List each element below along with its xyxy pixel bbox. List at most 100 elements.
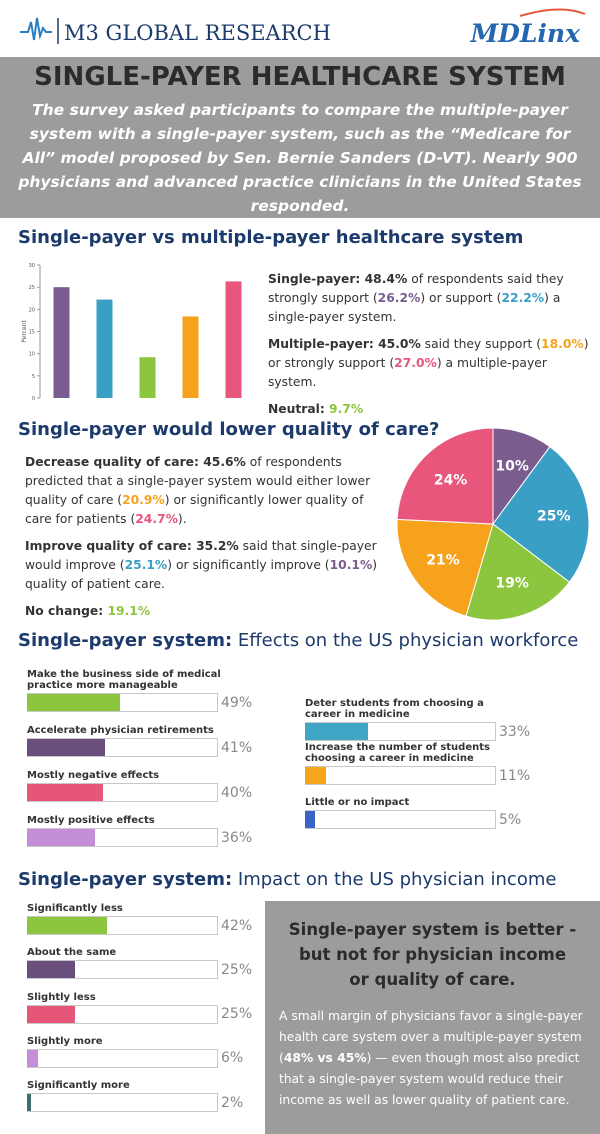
bar-item: Deter students from choosing a career in… (305, 697, 530, 741)
value-label: 33% (499, 723, 531, 740)
bar (27, 694, 121, 711)
text: 26.2% (377, 291, 421, 305)
bar-row: 5% (305, 810, 521, 829)
text: 24.7% (135, 512, 178, 526)
text: ) or strongly support ( (268, 337, 589, 370)
value-label: 49% (221, 694, 253, 711)
text: ) or significantly lower quality of care… (25, 493, 364, 526)
bar-chart: 0 5 10 15 20 25 30 Percent (21, 263, 242, 402)
slice-label: 19% (495, 575, 529, 591)
bar-item: Increase the number of students choosing… (305, 741, 530, 785)
bar-label: Mostly negative effects (27, 770, 160, 781)
bar-label: Slightly more (27, 1035, 103, 1047)
text: said they support ( (420, 337, 542, 351)
pie-slice (465, 523, 571, 621)
text: 22.2% (501, 291, 545, 305)
bar-item: Little or no impact 5% (305, 785, 521, 829)
value-label: 41% (221, 739, 253, 756)
y-tick-label: 15 (29, 330, 35, 336)
bar-item: Make the business side of medical practi… (27, 667, 252, 712)
value-label: 36% (221, 829, 253, 846)
bar (27, 1005, 75, 1023)
text: ) a single-payer system. (268, 291, 561, 324)
bar (27, 784, 103, 801)
bar-label: Make the business side of medical practi… (27, 669, 221, 691)
y-tick-label: 30 (29, 263, 35, 269)
value-label: 11% (499, 767, 531, 784)
slice-label: 21% (426, 553, 460, 569)
bar-item: Mostly negative effects 40% (27, 757, 252, 802)
partner-logo: MDLinx (469, 19, 581, 48)
y-tick-label: 0 (32, 396, 35, 402)
bar-item: Significantly less 42% (27, 891, 252, 935)
pie-slice (492, 445, 590, 583)
value-label: 25% (221, 1006, 253, 1023)
value-label: 5% (499, 811, 522, 828)
bar-label: About the same (27, 947, 117, 959)
value-label: 2% (221, 1094, 244, 1111)
bar-track (305, 810, 496, 829)
bar-label: Mostly positive effects (27, 815, 155, 826)
bar (27, 739, 105, 756)
value-label: 25% (221, 961, 253, 978)
bar-row: 42% (27, 916, 252, 935)
bar-label: Deter students from choosing a career in… (305, 698, 484, 720)
text: Single-payer system: (18, 869, 233, 890)
callout: Single-payer system is better - but not … (265, 901, 600, 1134)
bar (225, 281, 242, 398)
text: 9.7% (324, 402, 364, 416)
text: A small margin of physicians favor a sin… (279, 1009, 583, 1065)
callout-heading: Single-payer system is better - but not … (288, 920, 577, 989)
text: Decrease quality of care: 45.6% (25, 455, 246, 469)
bar-track (27, 1004, 218, 1024)
text: 25.1% (124, 558, 168, 572)
y-tick-label: 5 (32, 374, 35, 380)
text: Effects on the US physician workforce (232, 630, 579, 651)
bar-track (305, 766, 496, 785)
bar (182, 316, 199, 398)
text: of respondents predicted that a single-p… (25, 455, 371, 507)
bar-label: Increase the number of students choosing… (305, 742, 490, 764)
value-label: 42% (221, 917, 253, 934)
y-tick-label: 10 (29, 352, 35, 358)
bar-row: 33% (305, 722, 530, 741)
bar (27, 1094, 31, 1112)
bar-track (27, 960, 218, 980)
slice-label: 25% (537, 508, 571, 524)
bar-row: 49% (27, 693, 252, 712)
pie-slice (396, 518, 494, 617)
text: Neutral: (268, 402, 325, 416)
pie-chart: 10% 25% 19% 21% 24% (396, 427, 590, 621)
section-heading: Single-payer would lower quality of care… (18, 419, 440, 440)
section-heading: Single-payer system: Effects on the US p… (18, 630, 578, 651)
text: 27.0% (394, 356, 437, 370)
logo-swoosh (519, 8, 586, 17)
intro-band (0, 57, 600, 218)
y-tick-label: 20 (29, 307, 35, 313)
bar (27, 829, 96, 846)
value-label: 40% (221, 784, 253, 801)
bar-row: 11% (305, 766, 530, 785)
text: Impact on the US physician income (232, 869, 557, 890)
text: said that single-payer would improve ( (25, 539, 377, 572)
text: ) — even though most also predict that a… (279, 1051, 580, 1107)
bar-track (27, 828, 218, 847)
slice-label: 24% (434, 473, 468, 489)
text-block: Single-payer: 48.4% of respondents said … (268, 270, 593, 427)
bar (27, 961, 75, 979)
text: 18.0% (541, 337, 584, 351)
bar-track (27, 1048, 218, 1068)
bar-label: Accelerate physician retirements (27, 725, 214, 736)
text: 10.1% (329, 558, 373, 572)
intro: The survey asked participants to compare… (18, 101, 582, 215)
bar-item: Mostly positive effects 36% (27, 802, 252, 847)
bar-row: 40% (27, 783, 252, 802)
text: Single-payer: 48.4% (268, 272, 408, 286)
text: Improve quality of care: 35.2% (25, 539, 239, 553)
bar-track (27, 1093, 218, 1113)
slice-label: 10% (495, 459, 529, 475)
bar (305, 723, 368, 740)
text: 19.1% (103, 604, 151, 618)
bar-item: Significantly more 2% (27, 1068, 244, 1113)
